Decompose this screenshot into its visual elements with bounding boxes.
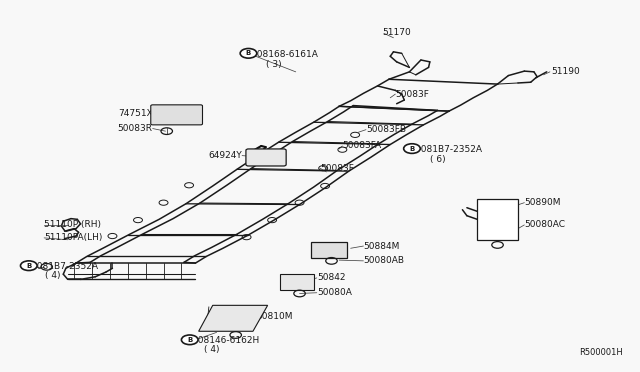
Text: 51170: 51170 bbox=[383, 28, 412, 37]
Text: 51110P (RH): 51110P (RH) bbox=[44, 221, 101, 230]
Polygon shape bbox=[198, 305, 268, 331]
Text: 50083FB: 50083FB bbox=[366, 125, 406, 134]
Text: 50810M: 50810M bbox=[256, 312, 292, 321]
FancyBboxPatch shape bbox=[311, 241, 347, 258]
Text: 50083F: 50083F bbox=[396, 90, 429, 99]
FancyBboxPatch shape bbox=[280, 274, 314, 290]
Text: 081B7-2352A: 081B7-2352A bbox=[415, 145, 481, 154]
Text: 51110PA(LH): 51110PA(LH) bbox=[44, 233, 102, 243]
Text: 50083R: 50083R bbox=[118, 124, 153, 133]
Circle shape bbox=[20, 261, 37, 270]
Text: 50080A: 50080A bbox=[317, 288, 352, 297]
Text: 50890M: 50890M bbox=[524, 198, 561, 207]
Text: 50080AC: 50080AC bbox=[524, 221, 565, 230]
Circle shape bbox=[404, 144, 420, 153]
FancyBboxPatch shape bbox=[246, 149, 286, 166]
Text: 64924Y: 64924Y bbox=[209, 151, 242, 160]
Text: 08168-6161A: 08168-6161A bbox=[251, 50, 318, 59]
Text: ( 3): ( 3) bbox=[266, 60, 282, 69]
Circle shape bbox=[240, 48, 257, 58]
Text: 50083F: 50083F bbox=[320, 164, 354, 173]
FancyBboxPatch shape bbox=[151, 105, 202, 125]
Text: B: B bbox=[187, 337, 193, 343]
Text: 51190: 51190 bbox=[551, 67, 580, 76]
Text: B: B bbox=[246, 50, 251, 56]
FancyBboxPatch shape bbox=[477, 199, 518, 240]
Text: B: B bbox=[410, 145, 415, 151]
Text: 50884M: 50884M bbox=[364, 241, 400, 250]
Text: 50842: 50842 bbox=[317, 273, 346, 282]
Text: ( 4): ( 4) bbox=[204, 345, 220, 354]
Text: 081B7-2352A: 081B7-2352A bbox=[31, 262, 99, 271]
Text: ( 4): ( 4) bbox=[45, 271, 61, 280]
Text: R500001H: R500001H bbox=[580, 348, 623, 357]
Text: 08146-6162H: 08146-6162H bbox=[192, 336, 260, 346]
Text: 74751X: 74751X bbox=[118, 109, 153, 118]
Text: 50080AB: 50080AB bbox=[364, 256, 404, 265]
Text: 50083FA: 50083FA bbox=[342, 141, 381, 151]
Circle shape bbox=[181, 335, 198, 344]
Text: ( 6): ( 6) bbox=[430, 155, 445, 164]
Text: B: B bbox=[26, 263, 31, 269]
